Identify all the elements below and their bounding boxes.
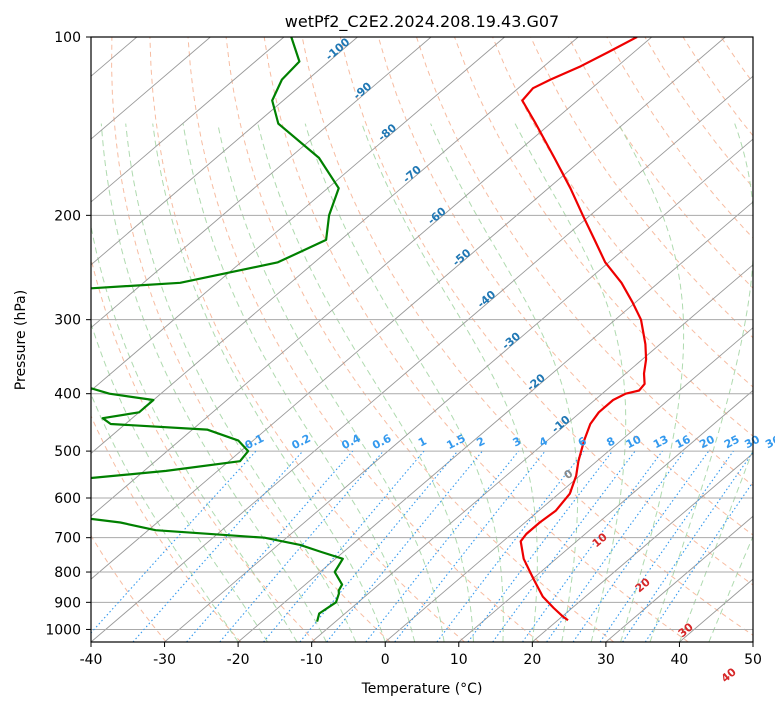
isotherm-line (91, 37, 211, 140)
plot-frame (90, 36, 754, 643)
mixing-ratio-line (546, 450, 685, 642)
isotherm-line (311, 264, 753, 642)
mixing-ratio-label: 25 (722, 433, 742, 452)
mixing-ratio-label: 30 (742, 433, 762, 452)
dry-adiabat-line (111, 37, 391, 642)
isotherm-line (91, 37, 505, 392)
y-tick-label: 900 (54, 595, 81, 611)
mixing-ratio-line (326, 450, 483, 642)
y-axis-label: Pressure (hPa) (13, 290, 29, 390)
dry-adiabat-line (225, 37, 615, 642)
moist-adiabat-line (678, 448, 753, 642)
isotherm-line (384, 327, 753, 642)
y-tick-label: 100 (54, 30, 81, 46)
x-tick-label: 30 (597, 652, 615, 668)
mixing-ratio-line (365, 450, 520, 642)
mixing-ratio-label: 20 (697, 433, 717, 452)
moist-adiabat-line (91, 322, 268, 642)
x-tick-label: -40 (80, 652, 103, 668)
y-tick-label: 300 (54, 313, 81, 329)
x-tick-label: 0 (381, 652, 390, 668)
moist-adiabat-line (708, 535, 753, 642)
dewpoint-profile-line (91, 37, 344, 622)
dry-adiabat-line (568, 37, 753, 289)
moist-adiabat-line (182, 123, 416, 642)
moist-adiabat-line (91, 392, 239, 642)
moist-adiabat-line (91, 223, 298, 642)
dry-adiabat-line (187, 37, 540, 642)
dry-adiabat-line (301, 37, 753, 636)
isotherm-line (91, 37, 285, 203)
mixing-ratio-label: 36 (763, 433, 775, 452)
dry-adiabat-line (91, 414, 242, 642)
x-tick-label: 10 (450, 652, 468, 668)
dry-adiabat-line (149, 37, 465, 642)
isotherm-line (91, 37, 653, 517)
moist-adiabat-line (649, 123, 753, 642)
isotherm-line (91, 75, 753, 642)
mixing-ratio-line (572, 450, 710, 642)
grid-layer (91, 37, 753, 642)
moist-adiabat-line (430, 123, 579, 642)
dry-adiabat-line (91, 256, 316, 642)
moist-adiabat-line (361, 123, 538, 642)
moist-adiabat-line (304, 123, 504, 642)
mixing-ratio-line (467, 450, 613, 642)
x-tick-label: -10 (300, 652, 323, 668)
y-tick-label: 1000 (45, 622, 81, 638)
mixing-ratio-line (522, 450, 663, 642)
axis-layer: -40 -30 -20 -10 0 10 20 30 40 50 100 200 300 400 500 60… (45, 30, 762, 668)
temperature-profile-line (519, 37, 648, 622)
x-axis-label: Temperature (°C) (361, 681, 483, 697)
data-layer (91, 37, 648, 622)
moist-adiabat-line (257, 123, 474, 642)
dry-adiabat-line (530, 37, 753, 339)
mixing-ratio-label: 13 (651, 433, 671, 452)
isotherm-line (91, 37, 726, 580)
moist-adiabat-line (617, 123, 685, 642)
isotherm-line (91, 37, 432, 329)
y-tick-label: 400 (54, 387, 81, 403)
mixing-ratio-label: 16 (673, 433, 693, 452)
x-tick-label: -20 (227, 652, 250, 668)
x-tick-label: 20 (523, 652, 541, 668)
y-tick-label: 700 (54, 531, 81, 547)
moist-adiabat-line (152, 123, 386, 642)
x-tick-label: 50 (744, 652, 762, 668)
isotherm-line (91, 37, 358, 266)
x-tick-label: 40 (671, 652, 689, 668)
y-tick-label: 200 (54, 208, 81, 224)
mixing-ratio-line (644, 481, 753, 642)
mixing-ratio-line (622, 451, 753, 642)
moist-adiabat-line (217, 123, 445, 642)
isotherm-line (237, 201, 753, 642)
isotherm-line (458, 389, 753, 642)
mixing-ratio-line (263, 450, 425, 642)
y-tick-label: 500 (54, 444, 81, 460)
isotherm-line (605, 515, 753, 642)
isotherm-line (532, 452, 753, 642)
y-tick-label: 600 (54, 491, 81, 507)
chart-title: wetPf2_C2E2.2024.208.19.43.G07 (285, 12, 559, 32)
mixing-ratio-line (132, 450, 304, 642)
mixing-ratio-label: 10 (624, 433, 644, 452)
mixing-ratio-line (299, 450, 459, 642)
mixing-ratio-line (91, 450, 257, 634)
moist-adiabat-line (100, 123, 327, 642)
mixing-ratio-line (436, 450, 585, 642)
x-tick-label: -30 (153, 652, 176, 668)
mixing-ratio-line (492, 450, 636, 642)
isotherm-line (91, 37, 579, 454)
mixing-ratio-line (599, 450, 734, 642)
y-tick-label: 800 (54, 565, 81, 581)
